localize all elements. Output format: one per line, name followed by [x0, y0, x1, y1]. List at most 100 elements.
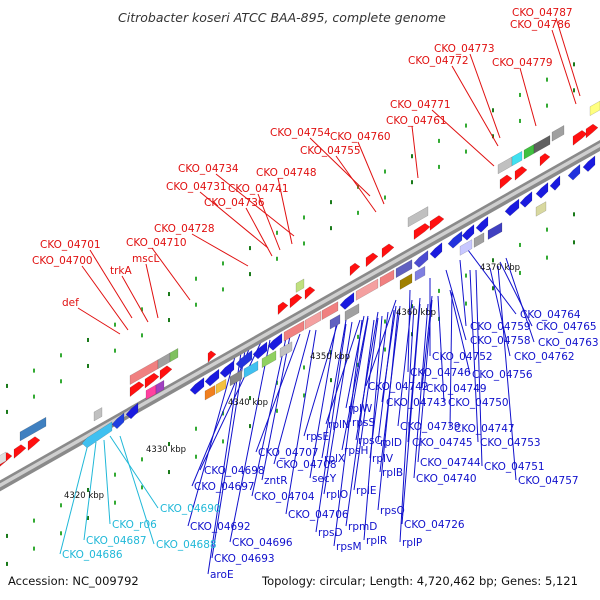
position-dot — [168, 318, 170, 323]
gene-feature — [349, 262, 361, 277]
position-dot — [330, 226, 332, 231]
position-dot — [141, 307, 143, 312]
lower-gene-leader-line — [273, 329, 311, 465]
lower-gene-leader-line — [321, 319, 347, 459]
position-dot — [492, 286, 494, 291]
gene-feature — [514, 166, 528, 181]
upper-gene-leader-line — [257, 193, 281, 251]
gene-feature — [523, 144, 535, 160]
gene-feature — [533, 134, 551, 154]
position-dot — [384, 319, 386, 324]
accession-text: Accession: NC_009792 — [8, 574, 139, 588]
lower-gene-leader-line — [449, 289, 471, 375]
upper-gene-label: CKO_04701 — [40, 239, 101, 251]
gene-feature — [535, 201, 547, 217]
gene-feature — [487, 222, 503, 240]
rna-gene-leader-line — [103, 439, 111, 525]
gene-feature — [519, 191, 533, 208]
upper-gene-leader-line — [89, 249, 133, 319]
gene-feature — [429, 242, 443, 259]
genome-summary-text: Topology: circular; Length: 4,720,462 bp… — [261, 574, 578, 588]
gene-features — [0, 100, 600, 467]
gene-feature — [111, 412, 125, 430]
position-dot — [222, 287, 224, 292]
lower-gene-label: rpsE — [306, 431, 329, 443]
rna-gene-leader-line — [59, 443, 89, 555]
lower-gene-label: CKO_04743 — [386, 397, 447, 409]
upper-gene-label: CKO_04741 — [228, 183, 289, 195]
upper-gene-label: CKO_04700 — [32, 255, 93, 267]
lower-gene-label: rplO — [326, 489, 348, 501]
lower-gene-label: CKO_04742 — [368, 381, 429, 393]
position-dot — [6, 533, 8, 538]
position-dot — [573, 212, 575, 217]
gene-feature — [572, 130, 588, 146]
lower-gene-leader-line — [187, 345, 239, 527]
position-dot — [33, 518, 35, 523]
upper-gene-label: CKO_04755 — [300, 145, 361, 157]
upper-gene-label: CKO_04734 — [178, 163, 239, 175]
lower-gene-leader-line — [417, 299, 433, 463]
lower-gene-leader-line — [333, 319, 363, 547]
lower-gene-label: CKO_04765 — [536, 321, 597, 333]
lower-gene-label: rplD — [380, 437, 402, 449]
position-dot — [303, 393, 305, 398]
upper-gene-leader-line — [151, 247, 191, 301]
gene-feature — [535, 181, 549, 199]
position-dot — [276, 408, 278, 413]
gene-feature — [413, 223, 431, 240]
position-dot — [222, 411, 224, 416]
gene-feature — [585, 123, 599, 139]
position-dot — [141, 485, 143, 490]
gene-feature — [295, 278, 305, 293]
lower-gene-leader-line — [399, 305, 415, 543]
lower-gene-leader-line — [229, 339, 271, 543]
upper-gene-label: CKO_04771 — [390, 99, 451, 111]
lower-gene-label: rpsM — [336, 541, 362, 553]
gene-feature — [155, 379, 165, 395]
kbp-label-4360: 4360 kbp — [396, 308, 436, 318]
lower-gene-label: CKO_04763 — [538, 337, 599, 349]
lower-gene-label: CKO_04747 — [454, 423, 515, 435]
position-dot — [438, 288, 440, 293]
gene-feature — [461, 223, 475, 241]
rna-gene-label: CKO_04687 — [86, 535, 147, 547]
gene-feature — [204, 384, 216, 401]
gene-feature — [551, 124, 565, 142]
lower-gene-leader-line — [469, 269, 479, 443]
lower-gene-label: rplV — [372, 453, 394, 465]
position-dot — [330, 200, 332, 205]
gene-feature — [475, 215, 489, 233]
position-dot — [357, 334, 359, 339]
kbp-label-4370: 4370 kbp — [480, 263, 520, 273]
upper-gene-label: CKO_04760 — [330, 131, 391, 143]
lower-gene-label: CKO_04759 — [470, 321, 531, 333]
upper-gene-label: CKO_04761 — [386, 115, 447, 127]
gene-feature — [261, 350, 277, 369]
lower-gene-label: CKO_04693 — [214, 553, 275, 565]
upper-gene-leader-line — [215, 173, 295, 237]
gene-feature — [339, 292, 355, 310]
position-dot — [141, 333, 143, 338]
lower-gene-label: CKO_04757 — [518, 475, 579, 487]
lower-gene-label: rpsC — [358, 435, 382, 447]
position-dot — [438, 138, 440, 143]
position-dot — [492, 108, 494, 113]
lower-gene-leader-line — [499, 261, 533, 327]
gene-feature — [329, 314, 341, 330]
position-dot — [195, 426, 197, 431]
position-dot — [60, 503, 62, 508]
position-dot — [276, 230, 278, 235]
lower-gene-label: CKO_04696 — [232, 537, 293, 549]
lower-gene-label: rpsH — [344, 445, 368, 457]
lower-gene-label: rplP — [402, 537, 422, 549]
lower-gene-leader-line — [251, 337, 287, 497]
upper-gene-label: CKO_04710 — [126, 237, 187, 249]
gene-feature — [414, 265, 426, 282]
gene-feature — [27, 436, 41, 451]
lower-gene-label: CKO_04764 — [520, 309, 581, 321]
position-dot — [519, 270, 521, 275]
gene-feature — [19, 416, 47, 442]
position-dot — [249, 246, 251, 251]
rna-gene-label: CKO_04690 — [160, 503, 221, 515]
